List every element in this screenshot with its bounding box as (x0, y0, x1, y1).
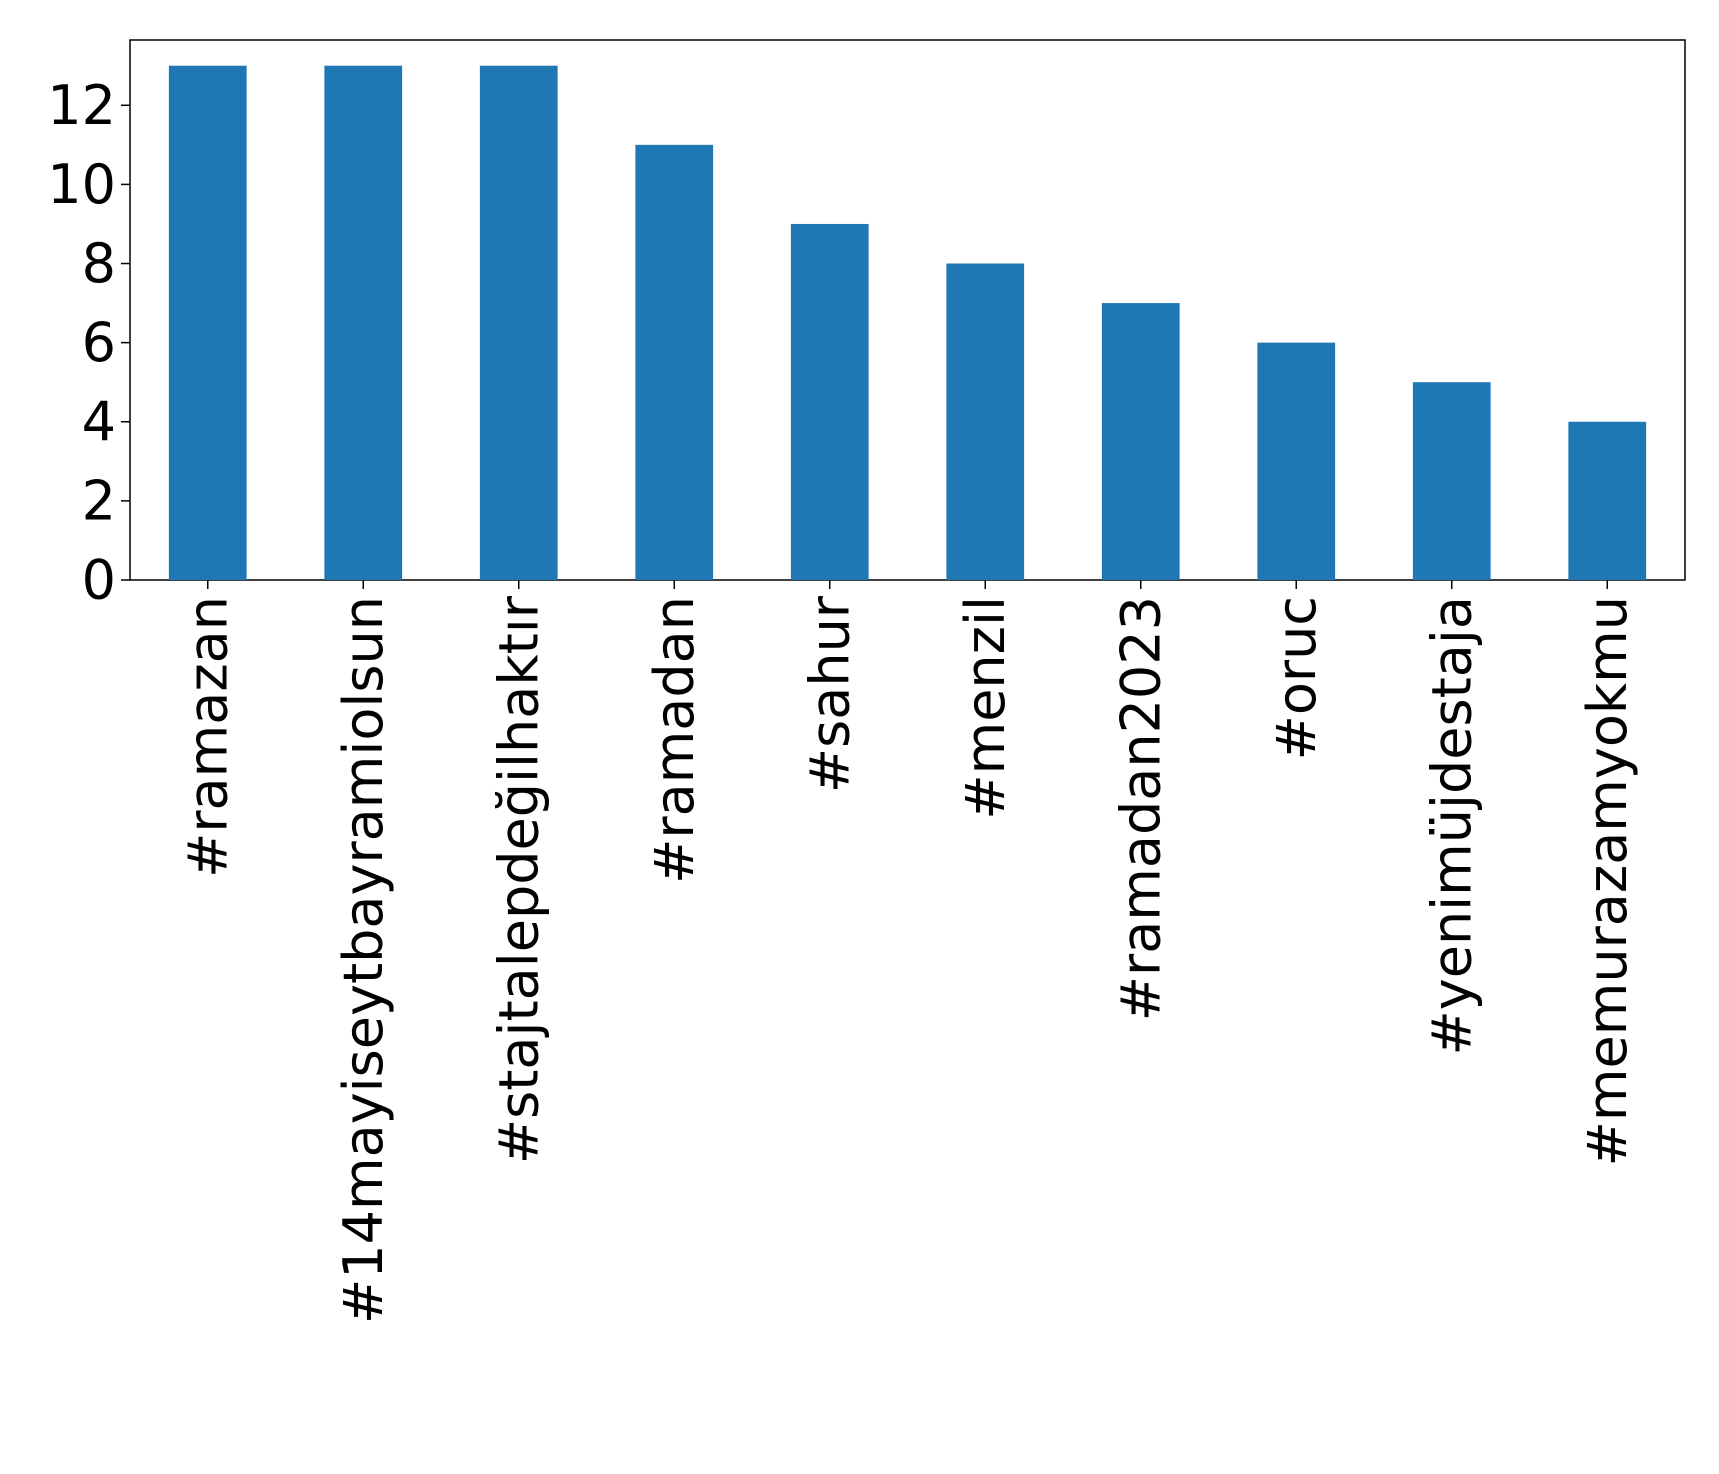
y-tick-label: 2 (82, 469, 116, 532)
y-tick-label: 10 (47, 153, 116, 216)
plot-area-frame (129, 39, 1686, 581)
x-tick-label: #menzil (954, 596, 1017, 820)
x-tick-label: #ramadan (643, 596, 706, 884)
x-tick-label: #ramazan (176, 596, 239, 878)
x-tick-label: #memurazamyokmu (1576, 596, 1639, 1166)
bar (324, 65, 403, 580)
y-tick-label: 12 (47, 74, 116, 137)
bar (1101, 303, 1180, 580)
x-tick-label: #stajtalepdeğilhaktır (487, 595, 550, 1164)
y-tick-label: 6 (82, 311, 116, 374)
y-tick-label: 8 (82, 232, 116, 295)
x-axis: #ramazan #14mayiseytbayramiolsun #stajtale… (176, 580, 1639, 1324)
y-tick-label: 0 (82, 549, 116, 612)
x-tick-label: #sahur (798, 595, 861, 793)
bar (1568, 421, 1647, 580)
x-tick-label: #14mayiseytbayramiolsun (332, 596, 395, 1324)
bar (790, 223, 869, 580)
bar (479, 65, 558, 580)
bars-layer (168, 65, 1647, 581)
bar (168, 65, 247, 580)
x-tick-label: #yenimüjdestaja (1420, 596, 1483, 1055)
x-tick-label: #oruc (1265, 596, 1328, 760)
x-tick-label: #ramadan2023 (1109, 596, 1172, 1021)
bar (946, 263, 1025, 580)
bar (635, 144, 714, 581)
y-tick-label: 4 (82, 390, 116, 453)
bar (1412, 382, 1491, 580)
bar (1257, 342, 1336, 580)
y-axis: 0 2 4 6 8 10 12 (47, 74, 130, 612)
